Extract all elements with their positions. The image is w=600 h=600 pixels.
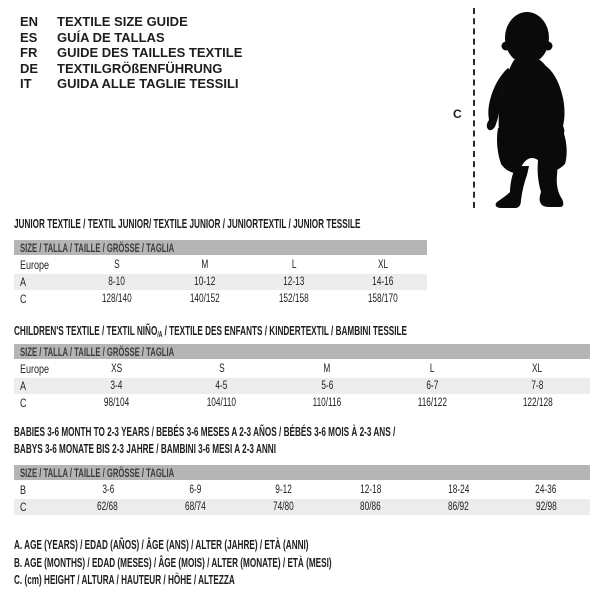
size-value: 12-13 — [283, 275, 305, 288]
row-label: B — [20, 482, 27, 497]
footnote-line-c: C. (cm) HEIGHT / ALTURA / HAUTEUR / HÖHE… — [14, 572, 235, 587]
height-measure-label: C — [453, 107, 462, 121]
table-row: C 98/104 104/110 110/116 116/122 122/128 — [14, 394, 590, 411]
childrens-title-post: / TEXTILE DES ENFANTS / KINDERTEXTIL / B… — [162, 323, 408, 338]
size-value: S — [219, 362, 225, 375]
size-value: 6-9 — [189, 483, 202, 496]
row-label: C — [20, 499, 27, 514]
babies-title-line2: BABYS 3-6 MONATE BIS 2-3 JAHRE / BAMBINI… — [14, 441, 276, 456]
size-value: 152/158 — [278, 292, 309, 305]
language-row: FR GUIDE DES TAILLES TEXTILE — [20, 45, 242, 61]
childrens-title-sub: /A — [157, 330, 163, 339]
size-value: 80/86 — [360, 500, 382, 513]
language-code: IT — [20, 76, 32, 91]
table-row: C 128/140 140/152 152/158 158/170 — [14, 290, 427, 307]
size-value: 10-12 — [194, 275, 216, 288]
size-value: 12-18 — [360, 483, 382, 496]
size-value: 68/74 — [185, 500, 206, 513]
size-value: L — [429, 362, 435, 375]
row-label: C — [20, 291, 27, 306]
footnote-line-b: B. AGE (MONTHS) / EDAD (MESES) / ÂGE (MO… — [14, 554, 332, 570]
size-value: M — [323, 362, 331, 375]
babies-table-title: BABIES 3-6 MONTH TO 2-3 YEARS / BEBÉS 3-… — [14, 423, 395, 457]
size-value: 7-8 — [531, 379, 544, 392]
size-value: 110/116 — [312, 396, 342, 409]
size-value: 62/68 — [97, 500, 119, 513]
size-value: 8-10 — [108, 275, 125, 288]
row-label: A — [20, 378, 27, 393]
size-value: L — [291, 258, 297, 271]
language-label: GUIDA ALLE TAGLIE TESSILI — [57, 76, 239, 91]
language-row: IT GUIDA ALLE TAGLIE TESSILI — [20, 76, 242, 92]
size-value: 98/104 — [103, 396, 130, 409]
language-row: DE TEXTILGRÖßENFÜHRUNG — [20, 61, 242, 77]
size-value: S — [113, 258, 120, 271]
size-header-bar: SIZE / TALLA / TAILLE / GRÖSSE / TAGLIA — [14, 344, 590, 361]
row-label: Europe — [20, 257, 50, 272]
junior-table-title: JUNIOR TEXTILE / TEXTIL JUNIOR/ TEXTILE … — [14, 216, 361, 231]
size-value: 92/98 — [535, 500, 557, 513]
babies-size-table: SIZE / TALLA / TAILLE / GRÖSSE / TAGLIA … — [14, 465, 590, 516]
row-label: C — [20, 395, 27, 410]
babies-title-line1: BABIES 3-6 MONTH TO 2-3 YEARS / BEBÉS 3-… — [14, 424, 396, 439]
row-label: Europe — [20, 361, 50, 376]
table-row: A 8-10 10-12 12-13 14-16 — [14, 272, 427, 291]
size-header-label: SIZE / TALLA / TAILLE / GRÖSSE / TAGLIA — [20, 465, 175, 480]
language-row: EN TEXTILE SIZE GUIDE — [20, 14, 242, 30]
size-value: 3-4 — [110, 379, 123, 392]
footnote-line-a: A. AGE (YEARS) / EDAD (AÑOS) / ÂGE (ANS)… — [14, 537, 309, 552]
size-value: 74/80 — [272, 500, 294, 513]
language-label: GUIDE DES TAILLES TEXTILE — [57, 45, 243, 60]
row-label: A — [20, 274, 27, 289]
baby-silhouette-icon — [486, 12, 567, 208]
size-header-bar: SIZE / TALLA / TAILLE / GRÖSSE / TAGLIA — [14, 240, 427, 257]
size-value: 122/128 — [522, 396, 553, 409]
size-value: 3-6 — [101, 483, 114, 496]
size-header-bar: SIZE / TALLA / TAILLE / GRÖSSE / TAGLIA — [14, 465, 590, 482]
size-value: M — [201, 258, 209, 271]
size-value: 158/170 — [367, 292, 398, 305]
footnotes: A. AGE (YEARS) / EDAD (AÑOS) / ÂGE (ANS)… — [14, 536, 518, 589]
table-row: Europe S M L XL — [14, 256, 427, 273]
size-value: 18-24 — [447, 483, 470, 496]
size-value: 116/122 — [417, 396, 447, 409]
language-code: DE — [20, 60, 39, 76]
table-row: B 3-6 6-9 9-12 12-18 18-24 24-36 — [14, 481, 590, 498]
size-value: 128/140 — [101, 292, 132, 305]
language-label: GUÍA DE TALLAS — [57, 29, 165, 45]
size-value: 5-6 — [320, 379, 333, 392]
size-value: 9-12 — [274, 483, 292, 496]
language-label: TEXTILE SIZE GUIDE — [57, 14, 188, 29]
size-header-label: SIZE / TALLA / TAILLE / GRÖSSE / TAGLIA — [20, 344, 175, 359]
size-value: 24-36 — [535, 483, 557, 496]
size-header-label: SIZE / TALLA / TAILLE / GRÖSSE / TAGLIA — [20, 240, 175, 255]
language-list: EN TEXTILE SIZE GUIDE ES GUÍA DE TALLAS … — [20, 14, 242, 92]
size-value: 6-7 — [426, 379, 439, 392]
language-code: EN — [20, 14, 39, 29]
size-value: XL — [377, 258, 388, 271]
size-value: XS — [111, 362, 123, 375]
size-value: 86/92 — [448, 500, 469, 513]
size-value: XL — [532, 362, 543, 375]
table-row: Europe XS S M L XL — [14, 360, 590, 377]
height-dashed-line — [473, 8, 475, 208]
table-row: A 3-4 4-5 5-6 6-7 7-8 — [14, 376, 590, 395]
childrens-table-title: CHILDREN'S TEXTILE / TEXTIL NIÑO/A / TEX… — [14, 323, 407, 339]
size-value: 104/110 — [207, 396, 237, 409]
language-code: FR — [20, 45, 38, 60]
childrens-size-table: SIZE / TALLA / TAILLE / GRÖSSE / TAGLIA … — [14, 344, 590, 411]
table-row: C 62/68 68/74 74/80 80/86 86/92 92/98 — [14, 497, 590, 516]
language-label: TEXTILGRÖßENFÜHRUNG — [57, 60, 223, 76]
language-code: ES — [20, 29, 38, 45]
size-value: 4-5 — [215, 379, 228, 392]
childrens-title-pre: CHILDREN'S TEXTILE / TEXTIL NIÑO — [14, 323, 158, 338]
junior-size-table: SIZE / TALLA / TAILLE / GRÖSSE / TAGLIA … — [14, 240, 427, 307]
size-value: 14-16 — [372, 275, 394, 288]
size-value: 140/152 — [190, 292, 221, 305]
language-row: ES GUÍA DE TALLAS — [20, 30, 242, 46]
